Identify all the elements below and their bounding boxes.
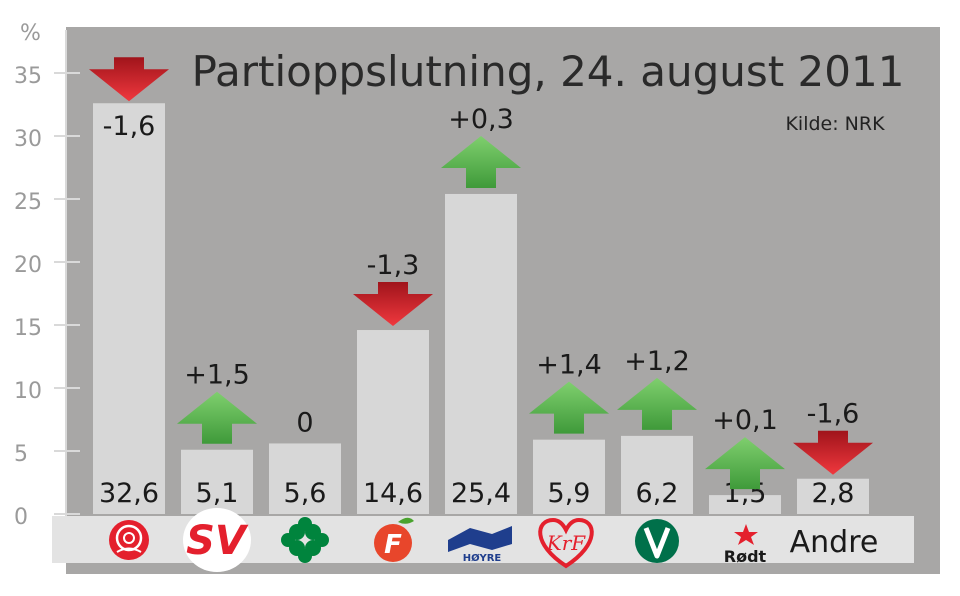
bar-value-label: 25,4 xyxy=(451,478,511,509)
change-label: +0,1 xyxy=(712,405,778,436)
sp-logo-icon xyxy=(281,517,329,563)
krf-logo-text: KrF xyxy=(546,531,587,555)
change-label: 0 xyxy=(296,407,313,438)
y-tick-label: 30 xyxy=(14,127,42,152)
bars: 32,6 -1,6 5,1 +1,5 5,6 0 14,6 -1,3 25,4 +0,3 5,9 +1… xyxy=(89,57,873,515)
bar-value-label: 6,2 xyxy=(636,478,679,509)
bar xyxy=(533,439,605,514)
source-label: Kilde: NRK xyxy=(785,113,885,135)
change-label: -1,6 xyxy=(103,111,156,142)
change-label: +0,3 xyxy=(448,104,514,135)
up-arrow-icon xyxy=(441,135,521,188)
change-label: +1,5 xyxy=(184,360,250,391)
bar xyxy=(93,103,165,515)
bar-value-label: 5,1 xyxy=(196,478,239,509)
rodt-logo-icon: Rødt xyxy=(724,524,767,566)
up-arrow-icon xyxy=(529,381,609,434)
party-logos: SV F HØYRE KrF xyxy=(109,508,878,572)
hoyre-logo-text: HØYRE xyxy=(463,552,502,564)
bar xyxy=(445,193,517,514)
rodt-logo-text: Rødt xyxy=(724,547,767,566)
bar-value-label: 32,6 xyxy=(99,478,159,509)
change-label: +1,4 xyxy=(536,350,602,381)
sv-logo-text: SV xyxy=(186,518,249,564)
chart-title: Partioppslutning, 24. august 2011 xyxy=(192,47,905,96)
bar xyxy=(269,443,341,514)
up-arrow-icon xyxy=(177,391,257,444)
y-tick-label: 5 xyxy=(14,442,28,467)
bar xyxy=(621,435,693,514)
y-unit-label: % xyxy=(20,21,41,46)
y-axis-ticks: 0 5 10 15 20 25 30 35 xyxy=(14,64,80,530)
sv-logo-icon: SV xyxy=(183,508,251,572)
change-label: +1,2 xyxy=(624,346,690,377)
andre-label: Andre xyxy=(790,525,879,560)
bar-value-label: 5,6 xyxy=(284,478,327,509)
y-tick-label: 10 xyxy=(14,379,42,404)
y-tick-label: 15 xyxy=(14,316,42,341)
y-tick-label: 20 xyxy=(14,253,42,278)
bar xyxy=(181,449,253,514)
y-tick-label: 25 xyxy=(14,190,42,215)
y-tick-label: 35 xyxy=(14,64,42,89)
hoyre-logo-icon: HØYRE xyxy=(448,526,512,564)
down-arrow-icon xyxy=(353,282,433,327)
bar xyxy=(797,478,869,514)
bar-value-label: 14,6 xyxy=(363,478,423,509)
bar-value-label: 5,9 xyxy=(548,478,591,509)
down-arrow-icon xyxy=(89,57,169,102)
ap-logo-icon xyxy=(109,520,149,560)
bar xyxy=(357,330,429,514)
krf-logo-icon: KrF xyxy=(538,517,594,569)
bar-value-label: 2,8 xyxy=(812,478,855,509)
change-label: -1,6 xyxy=(807,399,860,430)
down-arrow-icon xyxy=(793,430,873,475)
frp-logo-icon: F xyxy=(374,517,414,562)
y-tick-label: 0 xyxy=(14,505,28,530)
up-arrow-icon xyxy=(617,377,697,430)
up-arrow-icon xyxy=(705,437,785,490)
frp-logo-letter: F xyxy=(384,530,402,560)
bar xyxy=(709,495,781,514)
change-label: -1,3 xyxy=(367,250,420,281)
venstre-logo-icon xyxy=(635,519,679,563)
